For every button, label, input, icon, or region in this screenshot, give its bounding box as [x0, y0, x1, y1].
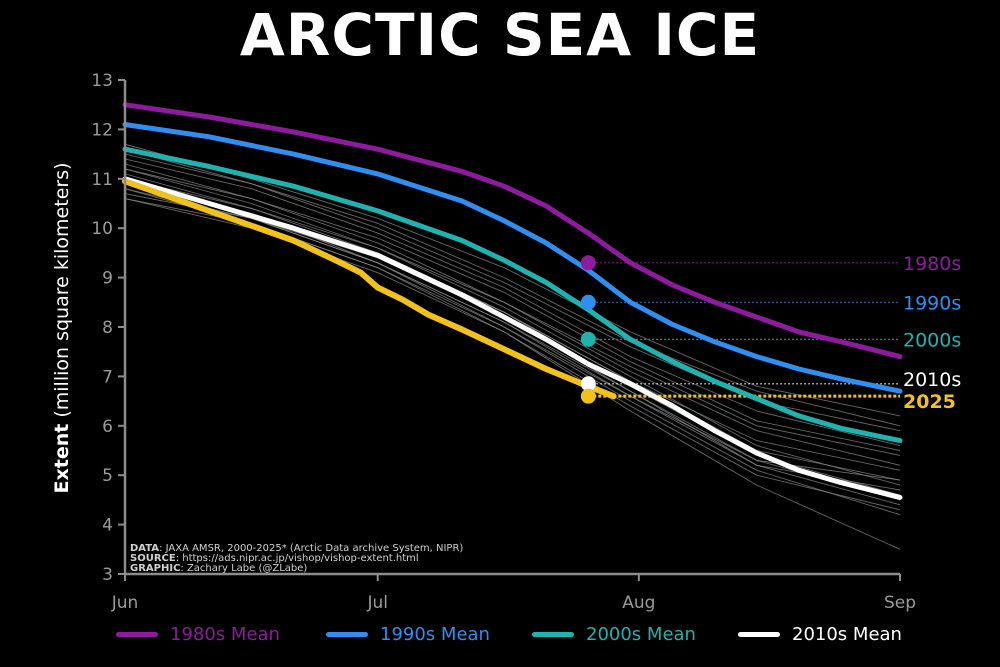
x-tick-label: Jul — [366, 593, 388, 613]
ensemble-year-line — [124, 188, 901, 471]
y-axis-label: Extent (million square kilometers) — [51, 162, 73, 493]
legend-label-1980s: 1980s Mean — [170, 624, 280, 645]
ensemble-year-line — [124, 178, 901, 456]
ensemble-year-line — [124, 183, 901, 496]
credit-data: DATA: JAXA AMSR, 2000-2025* (Arctic Data… — [130, 543, 463, 554]
legend-label-2010s: 2010s Mean — [792, 624, 902, 645]
marker-s1990 — [580, 294, 596, 310]
marker-s2000 — [580, 331, 596, 347]
series-line-s2010 — [122, 176, 903, 500]
legend-item-1990s: 1990s Mean — [326, 624, 490, 645]
ensemble-year-line — [124, 188, 901, 550]
ensemble-year-line — [124, 143, 901, 417]
x-tick-label: Sep — [884, 593, 916, 613]
legend-item-2000s: 2000s Mean — [532, 624, 696, 645]
end-label-s2025: 2025 — [903, 391, 956, 413]
end-label-s2000: 2000s — [903, 329, 961, 351]
legend-label-2000s: 2000s Mean — [586, 624, 696, 645]
chart-legend: 1980s Mean 1990s Mean 2000s Mean 2010s M… — [0, 624, 1000, 654]
credit-source: SOURCE: https://ads.nipr.ac.jp/vishop/vi… — [130, 553, 419, 564]
credit-graphic: GRAPHIC: Zachary Labe (@ZLabe) — [130, 563, 307, 574]
legend-swatch-1980s — [116, 632, 158, 637]
marker-s2010 — [580, 376, 596, 392]
legend-item-2010s: 2010s Mean — [738, 624, 902, 645]
y-tick-label: 3 — [102, 565, 113, 585]
y-tick-label: 4 — [102, 516, 113, 536]
end-label-s2010: 2010s — [903, 369, 961, 391]
end-label-s1980: 1980s — [903, 253, 961, 275]
y-tick-label: 7 — [102, 367, 113, 387]
ensemble-year-line — [124, 198, 901, 481]
y-tick-label: 8 — [102, 318, 113, 338]
y-tick-label: 10 — [91, 219, 113, 239]
y-tick-label: 5 — [102, 466, 113, 486]
ensemble-year-line — [124, 168, 901, 486]
legend-label-1990s: 1990s Mean — [380, 624, 490, 645]
y-tick-label: 9 — [102, 269, 113, 289]
chart-title: ARCTIC SEA ICE — [239, 1, 761, 69]
legend-swatch-2000s — [532, 632, 574, 637]
y-tick-label: 12 — [91, 120, 113, 140]
series-line-s2025 — [122, 178, 617, 400]
marker-s2025 — [580, 388, 596, 404]
y-tick-label: 13 — [91, 71, 113, 91]
y-axis-label-rest: (million square kilometers) — [51, 162, 73, 423]
x-tick-label: Jun — [111, 593, 139, 613]
series-lines — [122, 102, 903, 500]
ensemble-year-line — [124, 168, 901, 451]
ensemble-year-line — [124, 163, 901, 466]
ensemble-year-line — [124, 158, 901, 447]
legend-item-1980s: 1980s Mean — [116, 624, 280, 645]
end-label-s1990: 1990s — [903, 292, 961, 314]
y-tick-label: 11 — [91, 170, 113, 190]
ensemble-year-line — [124, 193, 901, 491]
marker-s1980 — [580, 255, 596, 271]
ensemble-year-line — [124, 148, 901, 427]
legend-swatch-2010s — [738, 632, 780, 637]
ensemble-lines — [124, 143, 901, 550]
y-ticks: 3 4 5 6 7 8 9 10 11 12 13 — [91, 71, 125, 585]
x-ticks: Jun Jul Aug Sep — [111, 574, 916, 613]
series-line-s1980 — [122, 102, 903, 360]
marker-guide-lines — [588, 262, 900, 398]
legend-swatch-1990s — [326, 632, 368, 637]
x-tick-label: Aug — [622, 593, 655, 613]
y-axis-label-bold: Extent — [51, 424, 73, 494]
series-markers — [580, 255, 596, 404]
y-tick-label: 6 — [102, 417, 113, 437]
credits-block: DATA: JAXA AMSR, 2000-2025* (Arctic Data… — [130, 543, 463, 574]
